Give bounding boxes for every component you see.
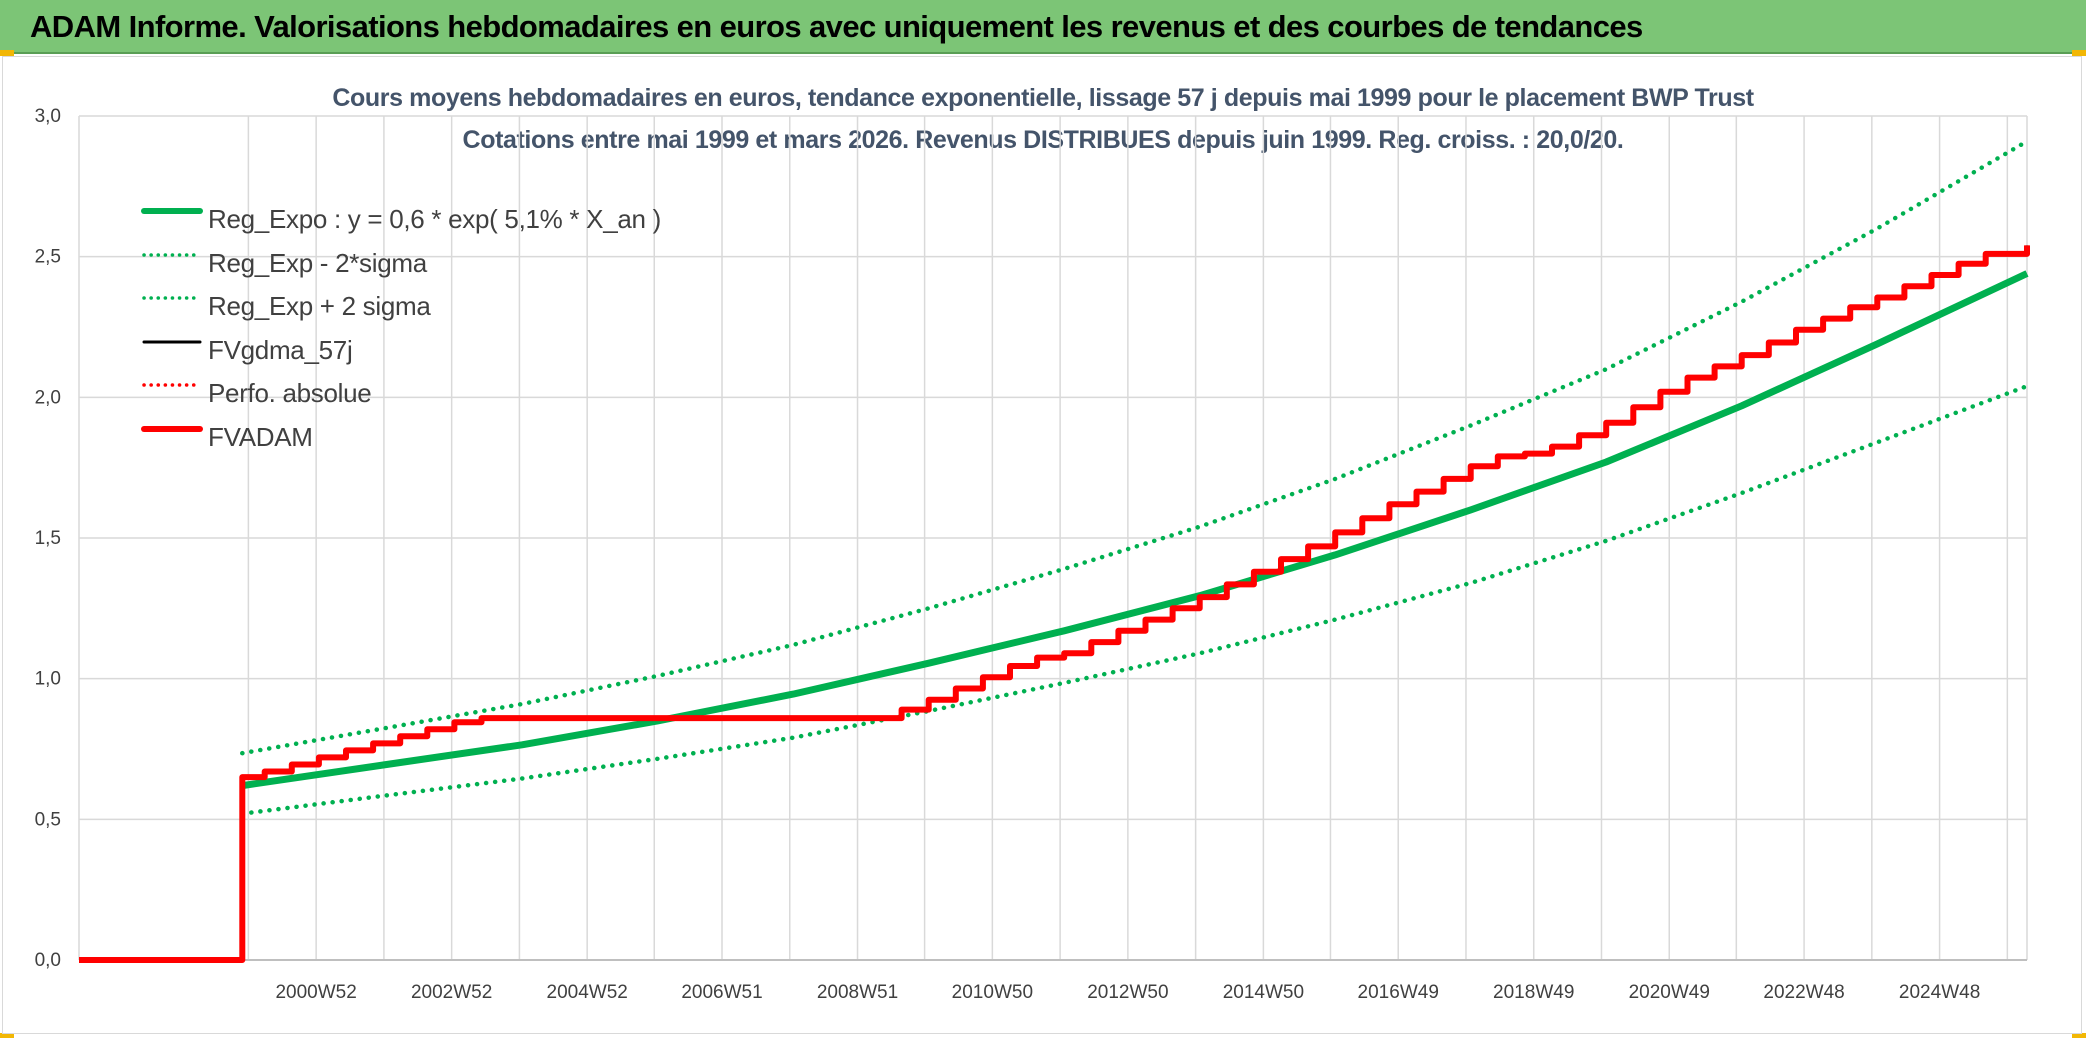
x-tick-label: 2018W49 [1493, 982, 1574, 1003]
chart-legend: Reg_Expo : y = 0,6 * exp( 5,1% * X_an ) R… [140, 200, 661, 462]
series-lines [79, 139, 2030, 963]
legend-item: Reg_Expo : y = 0,6 * exp( 5,1% * X_an ) [140, 200, 661, 244]
x-tick-label: 2024W48 [1899, 982, 1980, 1003]
x-tick-label: 2014W50 [1223, 982, 1304, 1003]
x-tick-label: 2016W49 [1358, 982, 1439, 1003]
x-tick-label: 2002W52 [411, 982, 492, 1003]
y-tick-label: 2,0 [35, 387, 61, 408]
series-line-1 [241, 270, 2029, 790]
series-line-6 [79, 245, 2030, 963]
chart-subtitle: Cotations entre mai 1999 et mars 2026. R… [462, 126, 1624, 154]
corner-accent-bottom-right [2072, 1033, 2086, 1038]
x-tick-label: 2008W51 [817, 982, 898, 1003]
y-tick-label: 0,0 [35, 950, 61, 971]
legend-swatch [141, 425, 203, 432]
y-tick-label: 3,0 [35, 106, 61, 127]
legend-swatch [142, 383, 202, 388]
series-line-2 [240, 383, 2030, 816]
y-tick-label: 0,5 [35, 809, 61, 830]
y-tick-label: 1,0 [35, 669, 61, 690]
x-tick-label: 2000W52 [275, 982, 356, 1003]
report-title: ADAM Informe. Valorisations hebdomadaire… [30, 9, 1643, 44]
legend-item: FVgdma_57j [140, 331, 660, 375]
corner-accent-top-left [0, 50, 14, 56]
x-tick-label: 2020W49 [1629, 982, 1710, 1003]
legend-swatch [142, 296, 202, 300]
chart-title: Cours moyens hebdomadaires en euros, ten… [332, 84, 1754, 112]
x-tick-label: 2012W50 [1087, 982, 1168, 1003]
legend-label: FVgdma_57j [208, 334, 353, 365]
report-banner: ADAM Informe. Valorisations hebdomadaire… [0, 0, 2086, 54]
legend-label: Reg_Exp + 2 sigma [208, 291, 431, 322]
x-tick-label: 2022W48 [1763, 982, 1844, 1003]
x-tick-label: 2004W52 [547, 982, 628, 1003]
legend-item: Perfo. absolue [140, 374, 660, 418]
gridlines [78, 115, 2028, 961]
legend-label: Reg_Expo : y = 0,6 * exp( 5,1% * X_an ) [208, 204, 661, 234]
legend-label: FVADAM [208, 421, 313, 452]
legend-swatch [142, 340, 202, 344]
legend-label: Reg_Exp - 2*sigma [208, 247, 427, 278]
legend-swatch [141, 208, 203, 214]
x-tick-label: 2010W50 [952, 982, 1033, 1003]
series-line-3 [240, 139, 2030, 756]
x-tick-label: 2006W51 [681, 982, 762, 1003]
axes: 0,0 0,5 1,0 1,5 2,0 2,5 3,0 2000W52 2002W52 2004W… [35, 106, 2027, 1003]
legend-item: Reg_Exp + 2 sigma [140, 287, 660, 331]
legend-label: Perfo. absolue [208, 378, 372, 409]
legend-item: Reg_Exp - 2*sigma [140, 244, 660, 288]
chart-frame [2, 56, 2082, 1034]
legend-item: FVADAM [140, 418, 660, 462]
corner-accent-bottom-left [0, 1033, 14, 1038]
legend-swatch [142, 252, 202, 257]
corner-accent-top-right [2072, 50, 2086, 56]
y-tick-label: 2,5 [35, 247, 61, 268]
y-tick-label: 1,5 [35, 528, 61, 549]
